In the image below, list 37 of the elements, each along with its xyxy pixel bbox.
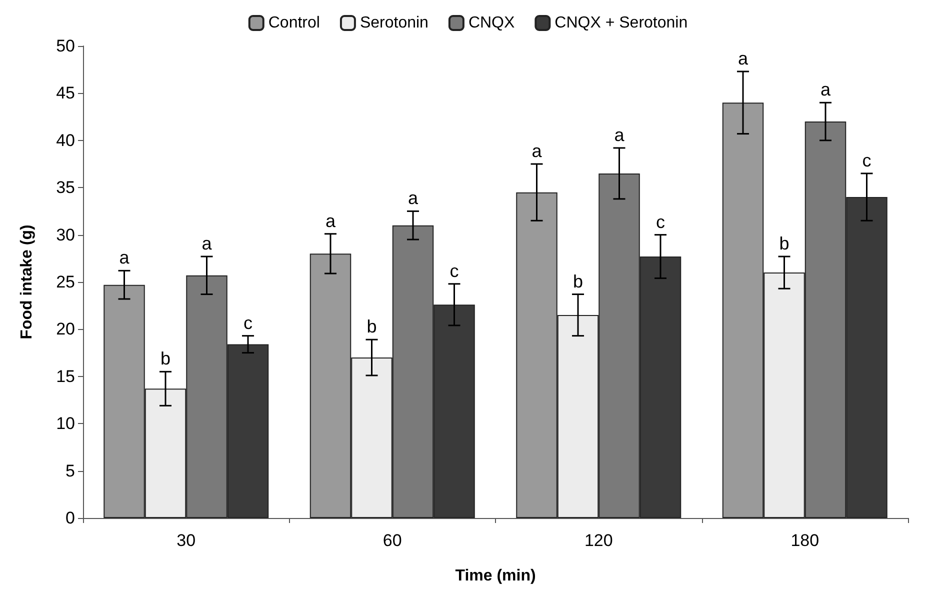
legend-label: Control [268,14,320,32]
data-label: a [532,141,543,161]
data-label: a [614,124,626,145]
data-label: c [656,212,665,232]
legend-label: CNQX + Serotonin [554,14,688,32]
data-label: b [572,271,584,292]
x-tick-label: 60 [382,531,402,550]
y-tick-label: 15 [56,366,75,386]
x-axis-title: Time (min) [455,568,536,584]
y-tick-label: 40 [56,130,75,150]
y-tick-label: 45 [56,84,75,103]
y-tick-label: 35 [56,178,75,198]
y-tick-label: 20 [56,320,75,339]
data-label: b [160,348,171,369]
y-tick-label: 5 [66,461,75,480]
data-label: b [366,316,377,337]
data-label: a [820,80,832,100]
y-tick-label: 10 [56,414,75,434]
legend-label: Serotonin [360,14,428,32]
data-label: c [244,312,252,333]
data-label: a [119,248,130,268]
data-label: a [202,234,213,254]
data-label: c [862,150,872,170]
x-tick-label: 180 [790,531,820,550]
data-label: b [779,234,790,254]
y-tick-label: 25 [56,272,75,292]
y-tick-label: 30 [56,225,75,244]
x-tick-label: 30 [176,531,196,550]
y-tick-label: 0 [66,508,75,528]
data-label: c [450,260,459,281]
legend-label: CNQX [468,14,515,32]
data-label: a [325,210,336,231]
data-label: a [408,188,419,208]
y-axis-title: Food intake (g) [18,224,36,340]
x-tick-label: 120 [584,531,613,550]
y-tick-label: 50 [56,36,75,56]
data-label: a [738,48,749,68]
